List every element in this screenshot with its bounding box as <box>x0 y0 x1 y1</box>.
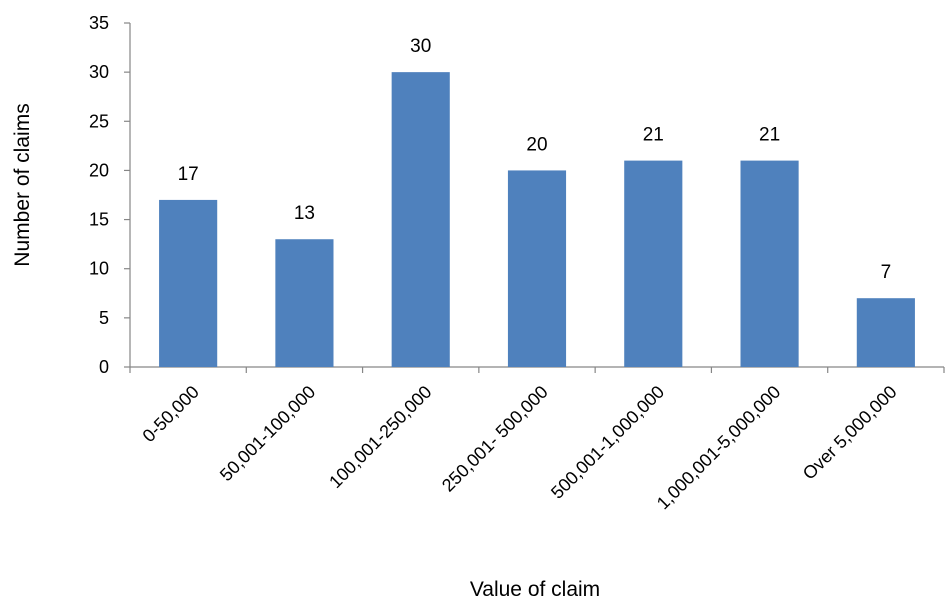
x-tick-label: 250,001- 500,000 <box>438 382 552 496</box>
y-axis-title: Number of claims <box>11 103 34 266</box>
bar <box>740 160 799 367</box>
x-tick-label: 0-50,000 <box>139 382 203 446</box>
x-tick-label: 100,001-250,000 <box>325 382 435 492</box>
x-axis-title: Value of claim <box>470 578 600 601</box>
y-tick-label: 20 <box>89 160 109 180</box>
x-tick-label: 500,001-1,000,000 <box>547 382 668 503</box>
y-tick-label: 15 <box>89 210 109 230</box>
bar <box>159 199 218 367</box>
y-tick-label: 30 <box>89 62 109 82</box>
data-label: 21 <box>643 125 664 146</box>
data-label: 13 <box>294 203 315 224</box>
y-tick-label: 5 <box>99 308 109 328</box>
y-tick-label: 25 <box>89 111 109 131</box>
y-tick-label: 0 <box>99 357 109 377</box>
data-label: 21 <box>759 125 780 146</box>
y-tick-label: 35 <box>89 13 109 33</box>
bar <box>275 239 334 367</box>
x-tick-label: 1,000,001-5,000,000 <box>653 382 785 514</box>
data-labels: 17 13 30 20 21 21 7 <box>178 36 892 283</box>
x-tick-label: 50,001-100,000 <box>216 382 319 485</box>
bar <box>507 170 567 367</box>
data-label: 17 <box>178 164 199 185</box>
x-tick-label: Over 5,000,000 <box>799 382 901 484</box>
bars <box>159 72 915 368</box>
data-label: 20 <box>526 134 547 155</box>
data-label: 30 <box>410 36 431 57</box>
bar <box>856 298 915 367</box>
data-label: 7 <box>881 262 892 283</box>
y-tick-label: 10 <box>89 259 109 279</box>
bar <box>391 72 450 368</box>
bar <box>624 160 683 367</box>
